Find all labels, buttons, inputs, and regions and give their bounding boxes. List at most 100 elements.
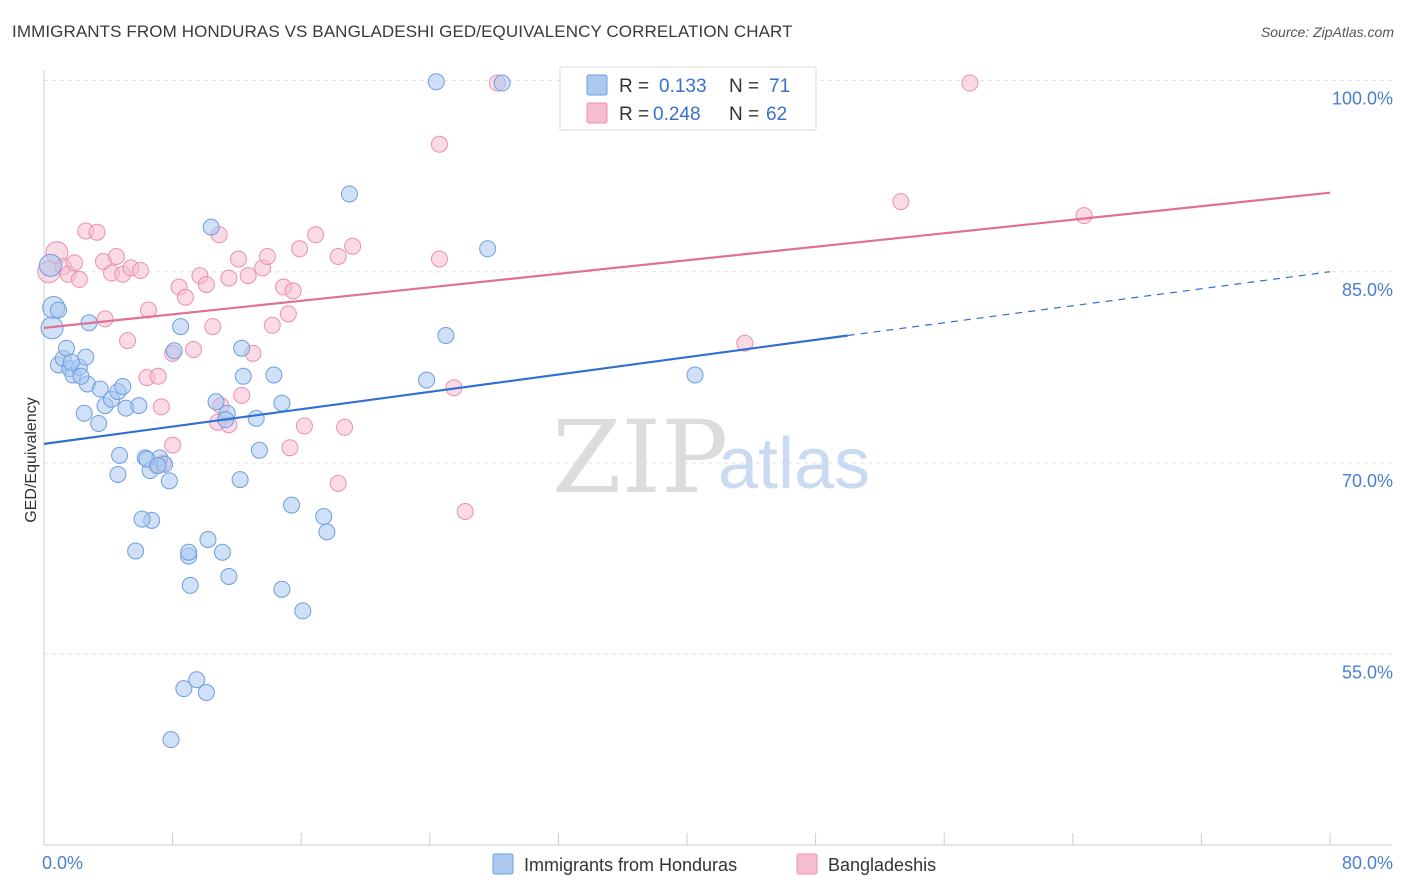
data-point	[1075, 207, 1093, 225]
data-point	[479, 240, 497, 258]
legend-r-value-1: 0.133	[659, 76, 707, 97]
data-point	[294, 602, 312, 620]
data-point	[456, 502, 474, 520]
trend-line-honduras	[43, 334, 848, 445]
data-point	[291, 240, 309, 258]
chart-source: Source: ZipAtlas.com	[1260, 24, 1394, 40]
data-point	[258, 247, 276, 265]
watermark-zip: ZIP	[552, 399, 728, 516]
data-point	[418, 371, 436, 389]
data-point	[77, 348, 95, 366]
watermark-atlas: atlas	[718, 424, 870, 504]
data-point	[160, 472, 178, 490]
data-point	[284, 282, 302, 300]
data-point	[281, 439, 299, 457]
y-tick-label: 70.0%	[1342, 471, 1393, 491]
data-point	[427, 73, 445, 91]
data-point	[736, 334, 754, 352]
data-point	[295, 417, 313, 435]
data-point	[188, 671, 206, 689]
data-point	[180, 543, 198, 561]
x-ticks	[43, 833, 1331, 845]
data-point	[197, 276, 215, 293]
data-point	[344, 237, 362, 255]
y-tick-label: 100.0%	[1332, 89, 1393, 109]
data-point	[233, 386, 251, 404]
data-point	[49, 301, 67, 319]
data-point	[152, 398, 170, 416]
bottom-legend-label-bangladeshis: Bangladeshis	[828, 855, 936, 875]
series-legend: Immigrants from Honduras Bangladeshis	[492, 853, 936, 875]
data-point	[109, 465, 127, 483]
data-point	[892, 193, 910, 211]
data-point	[172, 318, 190, 336]
bottom-legend-swatch-honduras	[492, 853, 514, 875]
chart-title: IMMIGRANTS FROM HONDURAS VS BANGLADESHI …	[12, 22, 793, 41]
data-point	[430, 135, 448, 153]
data-point	[961, 74, 979, 92]
data-point	[165, 342, 183, 360]
data-point	[307, 226, 325, 244]
data-point	[175, 680, 193, 698]
data-point	[430, 250, 448, 268]
grid-lines	[44, 80, 1392, 655]
trend-lines	[43, 191, 1331, 445]
data-point	[107, 247, 125, 265]
data-point	[336, 418, 354, 436]
axes	[43, 70, 1392, 846]
data-point	[250, 441, 268, 459]
data-point	[283, 496, 301, 514]
legend-r-label-2: R =	[619, 104, 649, 125]
data-point	[149, 367, 167, 385]
data-point	[247, 409, 265, 427]
x-tick-label-min: 0.0%	[42, 853, 83, 873]
data-point	[340, 185, 358, 203]
data-point	[437, 327, 455, 344]
data-point	[91, 380, 109, 398]
data-point	[234, 367, 252, 385]
data-point	[96, 310, 114, 328]
data-point	[279, 305, 297, 323]
data-point	[199, 531, 217, 548]
data-point	[38, 253, 62, 277]
y-tick-label: 85.0%	[1342, 280, 1393, 300]
data-point	[197, 684, 215, 701]
data-point	[62, 353, 80, 371]
data-point	[184, 341, 202, 359]
data-point	[70, 270, 88, 288]
legend-n-label-1: N =	[729, 76, 759, 97]
legend-swatch-honduras	[586, 74, 608, 96]
data-point	[162, 731, 180, 749]
data-point	[273, 580, 291, 598]
data-point	[220, 567, 238, 585]
legend-n-value-1: 71	[769, 76, 790, 97]
series-honduras	[38, 73, 704, 749]
data-point	[164, 436, 182, 454]
watermark: ZIP atlas	[552, 399, 870, 516]
legend-r-label-1: R =	[619, 76, 649, 97]
legend-r-value-2: 0.248	[653, 104, 701, 125]
y-tick-labels: 55.0% 70.0% 85.0% 100.0%	[1332, 89, 1393, 683]
bottom-legend-label-honduras: Immigrants from Honduras	[524, 855, 737, 875]
data-point	[230, 250, 248, 268]
data-point	[130, 397, 148, 415]
data-point	[273, 394, 291, 412]
data-point	[239, 267, 257, 285]
data-point	[329, 474, 347, 492]
data-point	[139, 301, 157, 319]
legend-n-value-2: 62	[766, 104, 787, 125]
data-point	[149, 457, 167, 475]
data-point	[315, 508, 333, 526]
data-point	[493, 74, 511, 92]
y-axis-title: GED/Equivalency	[23, 397, 40, 522]
trend-line-bangladeshis	[43, 191, 1331, 329]
data-point	[111, 446, 129, 464]
x-tick-label-max: 80.0%	[1342, 853, 1393, 873]
data-point	[220, 269, 238, 287]
data-point	[318, 523, 336, 541]
data-point	[686, 366, 704, 384]
data-point	[213, 543, 231, 561]
data-point	[265, 366, 283, 384]
data-point	[127, 542, 145, 560]
